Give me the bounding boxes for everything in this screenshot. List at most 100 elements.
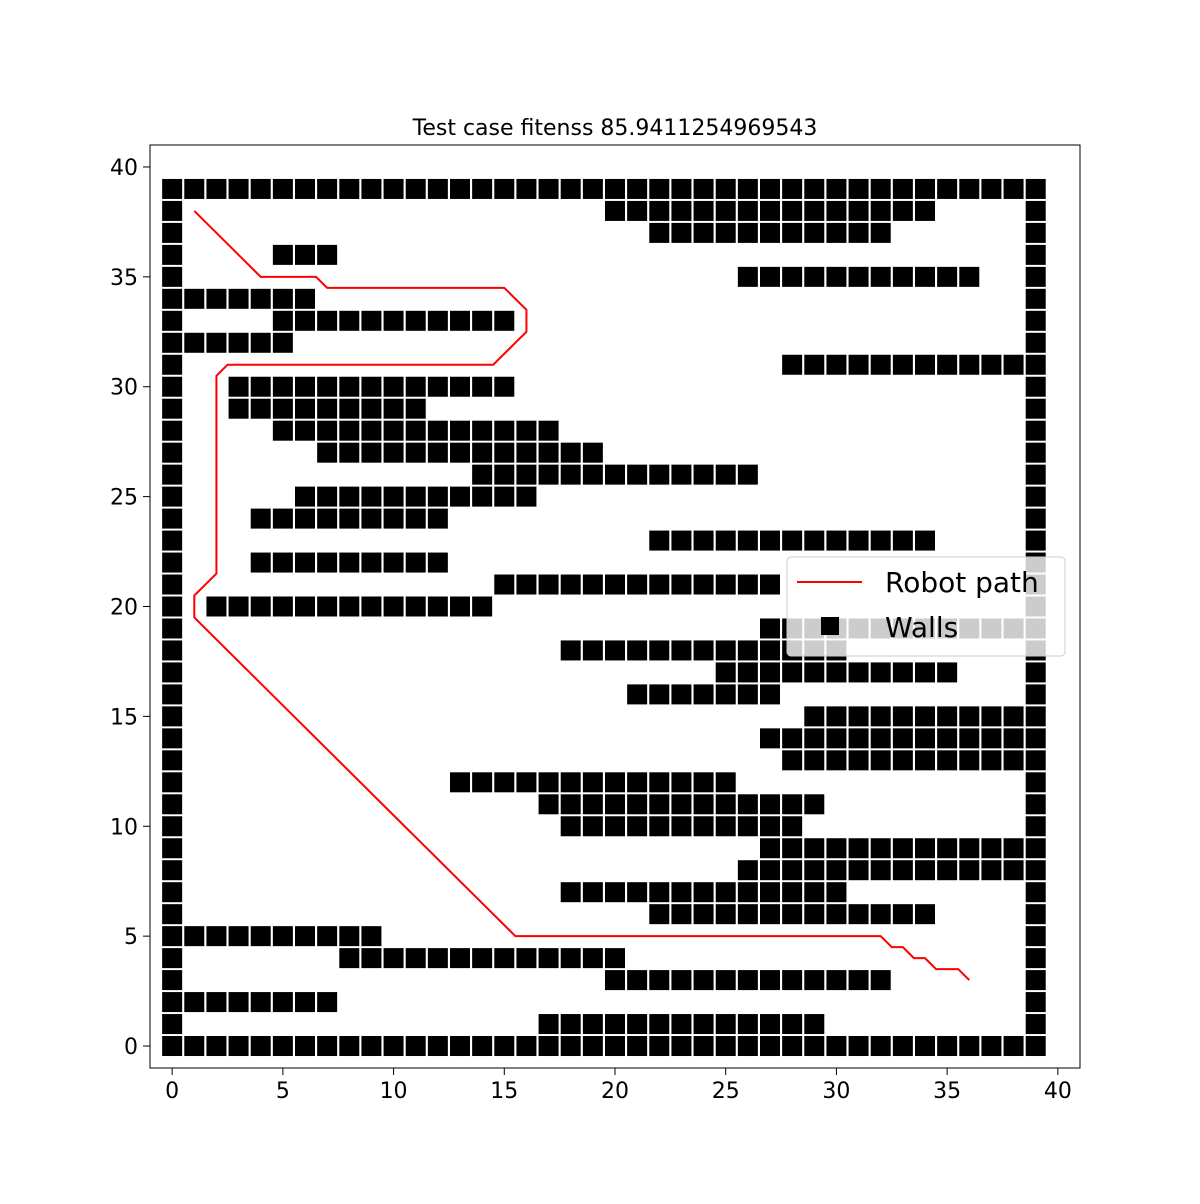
- wall-marker: [383, 442, 404, 463]
- wall-marker: [383, 508, 404, 529]
- wall-marker: [272, 1036, 293, 1057]
- wall-marker: [361, 310, 382, 331]
- wall-marker: [339, 948, 360, 969]
- wall-marker: [892, 354, 913, 375]
- wall-marker: [848, 750, 869, 771]
- wall-marker: [1025, 200, 1046, 221]
- x-tick-label: 10: [380, 1079, 408, 1104]
- wall-marker: [715, 684, 736, 705]
- wall-marker: [317, 244, 338, 265]
- wall-marker: [937, 838, 958, 859]
- wall-marker: [804, 728, 825, 749]
- wall-marker: [162, 596, 183, 617]
- wall-marker: [162, 618, 183, 639]
- wall-marker: [582, 772, 603, 793]
- wall-marker: [627, 200, 648, 221]
- wall-marker: [605, 574, 625, 595]
- wall-marker: [162, 772, 183, 793]
- wall-marker: [250, 926, 271, 947]
- wall-marker: [760, 860, 780, 881]
- wall-marker: [383, 486, 404, 507]
- wall-marker: [162, 288, 183, 309]
- wall-marker: [804, 882, 825, 903]
- wall-marker: [804, 200, 825, 221]
- wall-marker: [560, 772, 581, 793]
- wall-marker: [715, 662, 736, 683]
- y-tick-label: 20: [110, 596, 138, 621]
- wall-marker: [184, 1036, 205, 1057]
- wall-marker: [804, 904, 825, 925]
- wall-marker: [162, 178, 183, 199]
- wall-marker: [848, 266, 869, 287]
- wall-marker: [605, 1014, 625, 1035]
- wall-marker: [804, 662, 825, 683]
- wall-marker: [472, 376, 493, 397]
- wall-marker: [693, 772, 714, 793]
- wall-marker: [494, 178, 515, 199]
- wall-marker: [627, 882, 648, 903]
- wall-marker: [383, 376, 404, 397]
- wall-marker: [162, 816, 183, 837]
- wall-marker: [671, 816, 692, 837]
- y-tick-label: 25: [110, 486, 138, 511]
- wall-marker: [915, 838, 935, 859]
- wall-marker: [339, 442, 360, 463]
- wall-marker: [981, 1036, 1002, 1057]
- wall-marker: [472, 772, 493, 793]
- wall-marker: [516, 1036, 537, 1057]
- wall-marker: [782, 838, 803, 859]
- wall-marker: [560, 442, 581, 463]
- wall-marker: [915, 662, 935, 683]
- wall-marker: [405, 596, 426, 617]
- wall-marker: [959, 1036, 980, 1057]
- wall-marker: [250, 332, 271, 353]
- wall-marker: [1025, 816, 1046, 837]
- wall-marker: [959, 706, 980, 727]
- wall-marker: [516, 420, 537, 441]
- wall-marker: [184, 332, 205, 353]
- wall-marker: [693, 178, 714, 199]
- wall-marker: [317, 926, 338, 947]
- wall-marker: [782, 728, 803, 749]
- wall-marker: [804, 354, 825, 375]
- wall-marker: [915, 728, 935, 749]
- wall-marker: [737, 1036, 758, 1057]
- wall-marker: [937, 1036, 958, 1057]
- wall-marker: [162, 200, 183, 221]
- wall-marker: [959, 178, 980, 199]
- wall-marker: [760, 530, 780, 551]
- wall-marker: [317, 1036, 338, 1057]
- wall-marker: [715, 530, 736, 551]
- wall-marker: [981, 178, 1002, 199]
- wall-marker: [228, 376, 249, 397]
- wall-marker: [250, 178, 271, 199]
- wall-marker: [427, 508, 448, 529]
- wall-marker: [272, 420, 293, 441]
- wall-marker: [228, 926, 249, 947]
- wall-marker: [162, 684, 183, 705]
- wall-marker: [892, 904, 913, 925]
- wall-marker: [516, 442, 537, 463]
- wall-marker: [450, 178, 470, 199]
- wall-marker: [981, 860, 1002, 881]
- wall-marker: [915, 178, 935, 199]
- wall-marker: [649, 464, 670, 485]
- wall-marker: [715, 794, 736, 815]
- wall-marker: [870, 200, 891, 221]
- wall-marker: [339, 1036, 360, 1057]
- x-tick-label: 40: [1044, 1079, 1072, 1104]
- wall-marker: [339, 926, 360, 947]
- wall-marker: [317, 486, 338, 507]
- wall-marker: [826, 222, 847, 243]
- wall-marker: [848, 222, 869, 243]
- wall-marker: [671, 530, 692, 551]
- wall-marker: [206, 332, 227, 353]
- wall-marker: [250, 1036, 271, 1057]
- wall-marker: [627, 772, 648, 793]
- wall-marker: [405, 310, 426, 331]
- wall-marker: [870, 266, 891, 287]
- wall-marker: [737, 464, 758, 485]
- wall-marker: [826, 728, 847, 749]
- wall-marker: [317, 596, 338, 617]
- wall-marker: [560, 882, 581, 903]
